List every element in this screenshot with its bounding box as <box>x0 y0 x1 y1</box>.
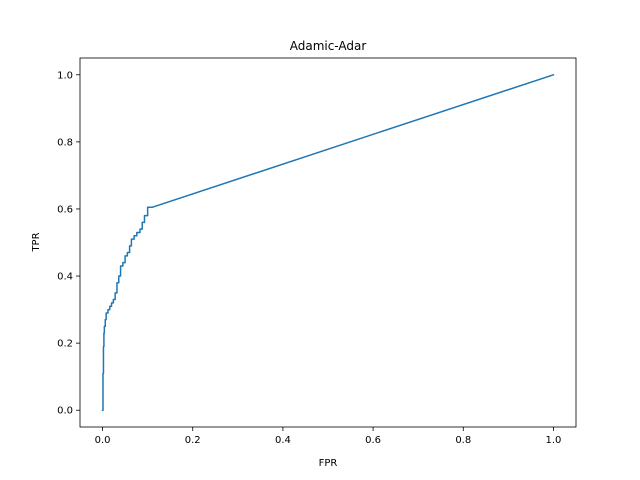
x-tick-label: 0.2 <box>185 435 201 446</box>
y-tick-label: 0.8 <box>57 137 73 148</box>
roc-curve-line <box>101 73 555 411</box>
x-tick-label: 0.6 <box>365 435 381 446</box>
axes-frame <box>79 57 577 428</box>
y-tick-label: 0.0 <box>57 406 73 417</box>
x-tick-label: 1.0 <box>546 435 562 446</box>
y-tick-label: 0.6 <box>57 204 73 215</box>
y-tick-label: 0.4 <box>57 272 73 283</box>
y-axis-label: TPR <box>31 232 42 252</box>
x-tick-label: 0.4 <box>275 435 291 446</box>
x-tick-label: 0.0 <box>95 435 111 446</box>
plot-area: 0.0 0.2 0.4 0.6 0.8 1.0 0.0 0.2 0.4 0.6 0.8 1.0 <box>57 57 577 446</box>
y-tick-label: 0.2 <box>57 339 73 350</box>
chart-title: Adamic-Adar <box>290 39 367 53</box>
y-tick-label: 1.0 <box>57 70 73 81</box>
x-axis-label: FPR <box>319 458 338 469</box>
x-tick-label: 0.8 <box>455 435 471 446</box>
